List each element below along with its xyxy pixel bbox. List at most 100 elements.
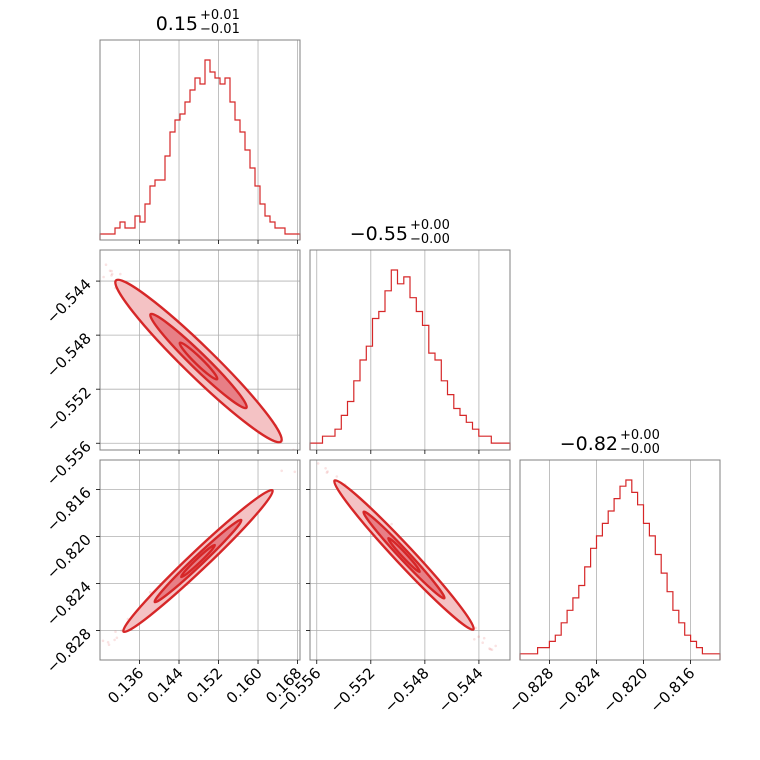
x-tick-label: −0.828 (505, 664, 557, 716)
param-title-minus: −0.00 (620, 442, 660, 457)
x-tick-label: −0.816 (646, 664, 698, 716)
sample-point (90, 657, 93, 660)
sample-point (293, 470, 297, 474)
sample-point (69, 236, 72, 239)
contour-line-outer (333, 479, 475, 631)
x-tick-label: 0.144 (144, 664, 187, 707)
panel-frame (99, 39, 301, 241)
sample-point (101, 639, 105, 643)
sample-point (314, 453, 317, 456)
sample-point (494, 644, 498, 648)
hist-panel-0: 0.15 +0.01−0.01 (99, 8, 301, 244)
sample-point (477, 635, 481, 638)
sample-point (115, 636, 119, 640)
sample-point (490, 648, 494, 651)
sample-point (104, 263, 108, 267)
histogram-line (309, 269, 511, 450)
histogram-line (519, 479, 721, 660)
y-tick-label: −0.552 (43, 383, 95, 435)
sample-point (108, 269, 112, 273)
param-title-minus: −0.00 (410, 232, 450, 247)
y-tick-label: −0.548 (43, 329, 95, 381)
sample-point (473, 638, 476, 641)
contour-line-inner (149, 312, 248, 410)
y-tick-label: −0.824 (43, 578, 95, 630)
sample-point (102, 275, 105, 279)
contour-fill-inner (150, 313, 247, 409)
contour-line-inner (362, 510, 446, 600)
sample-point (110, 272, 114, 276)
scatter-panel-2-0 (86, 459, 301, 672)
sample-point (280, 469, 284, 473)
sample-point (325, 471, 329, 474)
param-title-minus: −0.01 (200, 22, 240, 37)
y-tick-label: −0.816 (43, 484, 95, 536)
sample-point (113, 638, 116, 642)
x-tick-label: −0.824 (552, 664, 604, 716)
sample-point (481, 641, 485, 644)
param-title-median: 0.15 (156, 13, 198, 35)
x-tick-label: 0.160 (223, 664, 266, 707)
sample-point (110, 274, 113, 277)
param-title-median: −0.82 (560, 433, 618, 455)
contour-line-core (178, 341, 219, 381)
param-title-plus: +0.00 (410, 218, 450, 233)
sample-point (320, 478, 323, 481)
sample-point (474, 626, 478, 630)
contour-line-core (387, 536, 421, 574)
x-tick-label: −0.820 (599, 664, 651, 716)
contour-fill-inner (154, 519, 242, 603)
sample-point (114, 630, 117, 633)
density-layer (86, 469, 297, 672)
y-tick-label: −0.828 (43, 625, 95, 677)
contour-line-outer (114, 278, 283, 444)
sample-point (326, 470, 329, 473)
x-tick-label: −0.552 (327, 664, 379, 716)
x-tick-label: −0.548 (381, 664, 433, 716)
param-title-median: −0.55 (350, 223, 408, 245)
param-title-plus: +0.00 (620, 428, 660, 443)
sample-point (40, 215, 43, 218)
sample-point (93, 265, 96, 268)
density-layer (40, 215, 327, 481)
sample-point (316, 462, 320, 465)
scatter-panel-2-1 (304, 452, 521, 683)
sample-point (518, 680, 521, 683)
sample-point (107, 643, 111, 646)
x-tick-label: 0.152 (183, 664, 226, 707)
contour-line-core (179, 543, 217, 579)
contour-line-inner (153, 518, 243, 604)
sample-point (488, 647, 491, 650)
sample-point (324, 467, 327, 470)
sample-point (110, 269, 113, 273)
sample-point (119, 272, 122, 276)
sample-point (489, 648, 492, 651)
panel-frame (309, 249, 511, 451)
sample-point (304, 452, 307, 455)
density-layer (304, 452, 521, 683)
sample-point (86, 669, 89, 672)
param-title-plus: +0.01 (200, 8, 240, 23)
panel-frame (99, 459, 301, 661)
sample-point (482, 636, 486, 640)
y-tick-label: −0.556 (43, 437, 95, 489)
y-tick-label: −0.544 (43, 275, 95, 327)
histogram-line (99, 59, 301, 240)
x-tick-label: 0.136 (104, 664, 147, 707)
panel-frame (99, 249, 301, 451)
x-tick-label: −0.544 (435, 664, 487, 716)
panel-frame (519, 459, 721, 661)
hist-panel-2: −0.82 +0.00−0.00 (519, 428, 721, 664)
sample-point (281, 454, 284, 457)
contour-line-outer (122, 488, 274, 634)
sample-point (324, 469, 327, 472)
scatter-panel-1-0 (40, 215, 327, 481)
panel-frame (309, 459, 511, 661)
hist-panel-1: −0.55 +0.00−0.00 (309, 218, 511, 454)
sample-point (335, 475, 339, 478)
y-tick-label: −0.820 (43, 531, 95, 583)
sample-point (106, 641, 110, 644)
sample-point (297, 455, 300, 458)
sample-point (390, 522, 393, 526)
